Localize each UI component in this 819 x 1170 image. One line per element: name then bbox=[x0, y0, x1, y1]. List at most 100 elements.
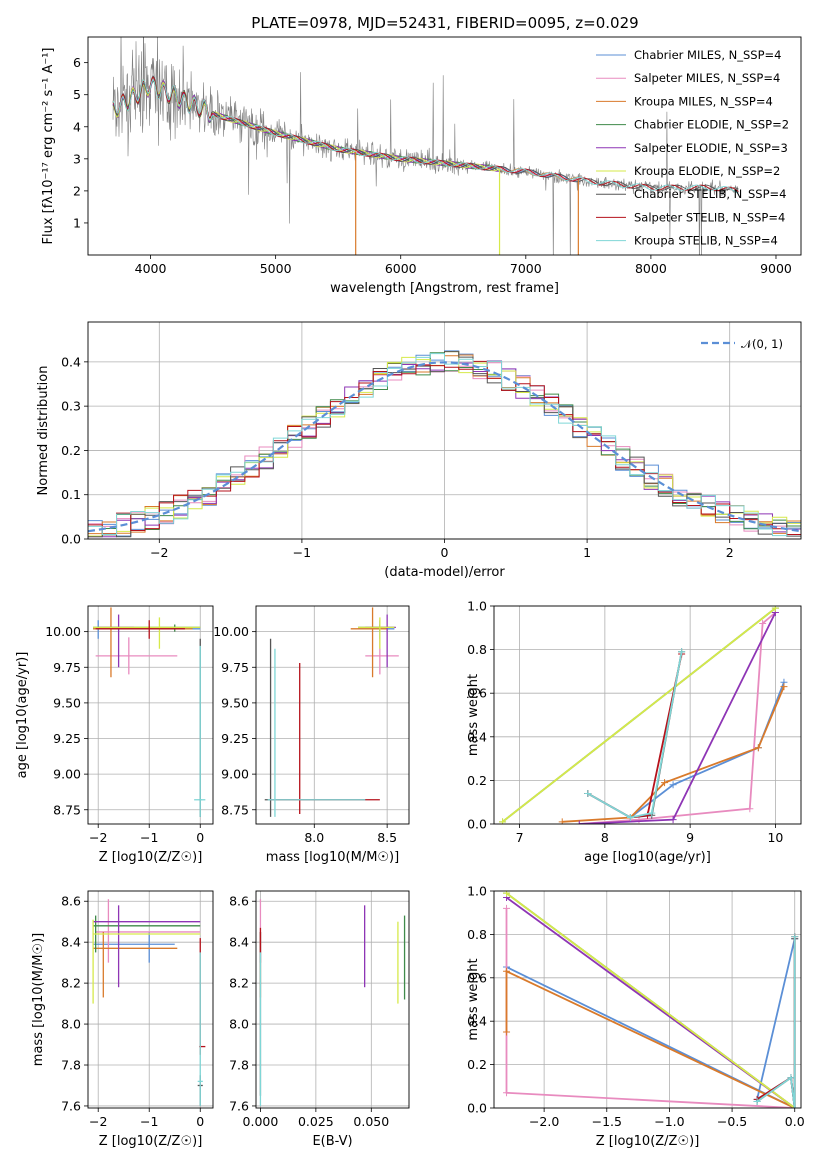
series-line-kroupa-elodie bbox=[501, 607, 776, 823]
point-chabrier-miles bbox=[358, 620, 395, 639]
x-tick-label: 6000 bbox=[385, 261, 417, 276]
y-tick-label: 8.0 bbox=[229, 1017, 249, 1032]
y-axis-label: Normed distribution bbox=[36, 366, 51, 496]
point-marker bbox=[575, 820, 583, 824]
x-tick-label: 9000 bbox=[760, 261, 792, 276]
x-axis-label: wavelength [Angstrom, rest frame] bbox=[330, 281, 559, 296]
series-line-salpeter-elodie bbox=[579, 612, 777, 824]
x-tick-label: −0.5 bbox=[717, 1114, 747, 1129]
plot-frame bbox=[255, 890, 410, 1109]
point-salpeter-miles bbox=[365, 637, 399, 675]
point-salpeter-miles bbox=[95, 899, 201, 963]
plot-frame bbox=[255, 605, 410, 825]
point-marker bbox=[780, 683, 788, 691]
point-chabrier-miles bbox=[93, 620, 201, 639]
model-line-kroupa-elodie bbox=[112, 76, 501, 172]
point-marker bbox=[787, 1074, 795, 1082]
y-tick-label: 0.0 bbox=[467, 817, 487, 832]
point-marker bbox=[661, 779, 669, 787]
histogram-salpeter-stelib bbox=[88, 360, 801, 536]
x-tick-label: −1 bbox=[293, 545, 311, 560]
y-tick-label: 1.0 bbox=[467, 599, 487, 614]
point-marker bbox=[791, 933, 799, 941]
legend-label-kroupa-stelib: Kroupa STELIB, N_SSP=4 bbox=[634, 234, 778, 248]
x-axis-label: mass [log10(M/M☉)] bbox=[266, 850, 399, 865]
series-line-kroupa-miles bbox=[505, 969, 796, 1108]
y-tick-label: 10.00 bbox=[45, 624, 81, 639]
y-tick-label: 8.0 bbox=[61, 1017, 81, 1032]
point-marker bbox=[791, 1104, 799, 1108]
y-tick-label: 0.2 bbox=[467, 773, 487, 788]
errorbar-panel-2: −2 −1 0 8.75 9.00 9.25 9.50 9.75 10.00 Z [log10(Z… bbox=[15, 605, 214, 865]
x-tick-label: 7 bbox=[516, 830, 524, 845]
x-tick-label: 0.050 bbox=[353, 1114, 389, 1129]
y-tick-label: 10.00 bbox=[213, 624, 249, 639]
y-tick-label: 0.0 bbox=[467, 1101, 487, 1116]
series-line-salpeter-miles bbox=[579, 611, 776, 824]
y-tick-label: 9.75 bbox=[221, 660, 249, 675]
point-kroupa-elodie bbox=[92, 919, 201, 1004]
x-axis-label: Z [log10(Z/Z☉)] bbox=[596, 1134, 700, 1149]
y-tick-label: 6 bbox=[73, 55, 81, 70]
series-line-chabrier-miles bbox=[506, 938, 796, 1108]
x-tick-label: 0.000 bbox=[243, 1114, 279, 1129]
point-marker bbox=[626, 813, 634, 821]
y-tick-label: 0.2 bbox=[467, 1057, 487, 1072]
y-tick-label: 1 bbox=[73, 215, 81, 230]
y-axis-label: mass weight bbox=[466, 958, 481, 1040]
x-tick-label: −2 bbox=[89, 1114, 107, 1129]
y-tick-label: 5 bbox=[73, 87, 81, 102]
x-tick-label: 0 bbox=[441, 545, 449, 560]
point-marker bbox=[746, 805, 754, 813]
model-line-kroupa-stelib bbox=[112, 78, 739, 194]
point-marker bbox=[771, 606, 779, 612]
x-tick-label: 2 bbox=[726, 545, 734, 560]
y-tick-label: 0.4 bbox=[61, 354, 81, 369]
x-tick-label: 10 bbox=[767, 830, 783, 845]
y-tick-label: 8.75 bbox=[53, 802, 81, 817]
x-tick-label: 8.0 bbox=[304, 830, 324, 845]
point-marker bbox=[499, 818, 507, 824]
point-marker bbox=[648, 809, 656, 817]
x-axis-label: age [log10(age/yr)] bbox=[584, 850, 711, 865]
y-axis-label: mass weight bbox=[466, 674, 481, 756]
y-tick-label: 9.50 bbox=[221, 695, 249, 710]
y-tick-label: 0.0 bbox=[61, 532, 81, 547]
y-tick-label: 4 bbox=[73, 119, 81, 134]
series-line-kroupa-stelib bbox=[756, 936, 796, 1108]
legend-label-chabrier-elodie: Chabrier ELODIE, N_SSP=2 bbox=[634, 118, 789, 132]
y-tick-label: 0.3 bbox=[61, 399, 81, 414]
series-line-salpeter-miles bbox=[505, 908, 795, 1108]
residual-panel: −2 −1 0 1 2 0.0 0.1 0.2 0.3 0.4 (data-model)/error… bbox=[36, 321, 802, 580]
model-line-chabrier-stelib bbox=[112, 74, 739, 192]
errorbar-panel-6: 0.000 0.025 0.050 7.6 7.8 8.0 8.2 8.4 8.6 E(B-V) bbox=[229, 890, 410, 1149]
legend-label-chabrier-miles: Chabrier MILES, N_SSP=4 bbox=[634, 48, 781, 62]
y-tick-label: 9.50 bbox=[53, 695, 81, 710]
point-marker bbox=[759, 619, 767, 627]
plot-frame bbox=[493, 890, 802, 1109]
point-marker bbox=[584, 789, 592, 797]
x-tick-label: 1 bbox=[583, 545, 591, 560]
legend-label-salpeter-stelib: Salpeter STELIB, N_SSP=4 bbox=[634, 210, 785, 224]
y-tick-label: 8.75 bbox=[221, 802, 249, 817]
y-tick-label: 0.4 bbox=[467, 729, 487, 744]
point-salpeter-miles bbox=[95, 637, 178, 675]
point-marker bbox=[503, 891, 511, 897]
legend-label-kroupa-miles: Kroupa MILES, N_SSP=4 bbox=[634, 94, 773, 108]
x-tick-label: −2 bbox=[89, 830, 107, 845]
x-tick-label: −1.5 bbox=[592, 1114, 622, 1129]
point-kroupa-elodie bbox=[358, 617, 395, 649]
y-axis-label: age [log10(age/yr)] bbox=[15, 652, 30, 779]
x-tick-label: −2.0 bbox=[529, 1114, 559, 1129]
y-tick-label: 8.6 bbox=[229, 894, 249, 909]
y-tick-label: 8.6 bbox=[61, 894, 81, 909]
y-tick-label: 0.8 bbox=[467, 642, 487, 657]
plot-frame bbox=[87, 605, 214, 825]
point-marker bbox=[503, 967, 511, 975]
legend-label-kroupa-elodie: Kroupa ELODIE, N_SSP=2 bbox=[634, 164, 780, 178]
x-axis-label: Z [log10(Z/Z☉)] bbox=[99, 1134, 203, 1149]
legend-label-chabrier-stelib: Chabrier STELIB, N_SSP=4 bbox=[634, 187, 786, 201]
series-line-chabrier-stelib bbox=[587, 651, 683, 819]
figure-title: PLATE=0978, MJD=52431, FIBERID=0095, z=0… bbox=[251, 14, 638, 32]
